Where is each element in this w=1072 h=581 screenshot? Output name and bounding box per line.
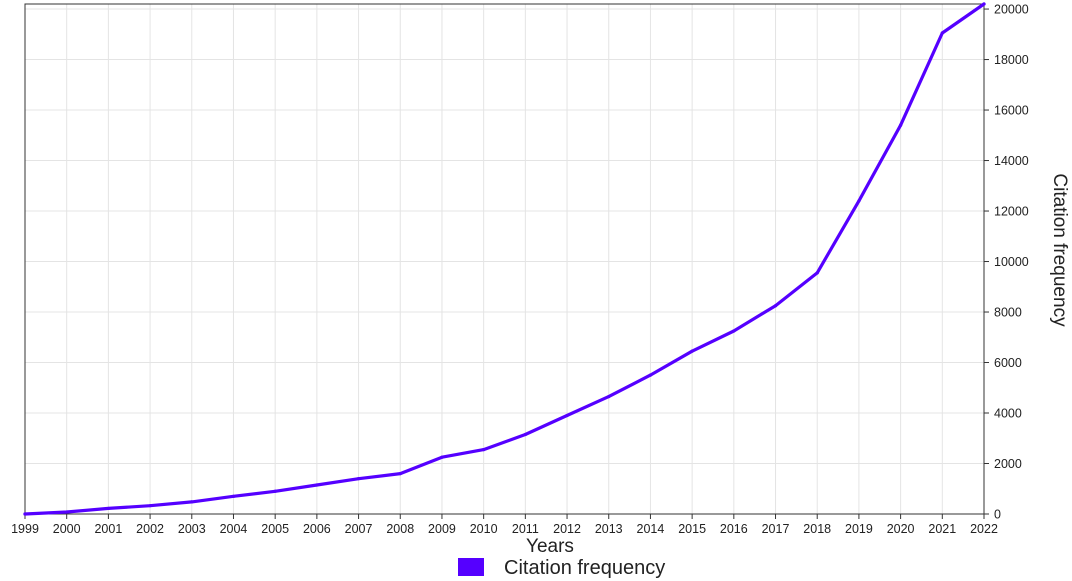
- x-tick-label: 2004: [220, 522, 248, 536]
- legend-swatch-citation-frequency: [458, 558, 484, 576]
- x-tick-label: 2009: [428, 522, 456, 536]
- x-axis-title: Years: [526, 536, 574, 557]
- y-tick-label: 2000: [994, 457, 1022, 471]
- x-tick-label: 2019: [845, 522, 873, 536]
- data-point: [899, 123, 903, 127]
- x-tick-label: 2007: [345, 522, 373, 536]
- x-tick-label: 2002: [136, 522, 164, 536]
- y-tick-label: 16000: [994, 104, 1029, 118]
- data-point: [648, 373, 653, 377]
- x-tick-label: 2005: [261, 522, 289, 536]
- y-tick-label: 10000: [994, 255, 1029, 269]
- data-point: [773, 304, 778, 308]
- y-axis-title: Citation frequency: [1049, 173, 1070, 327]
- data-point: [982, 2, 986, 6]
- x-tick-label: 2014: [637, 522, 665, 536]
- y-tick-label: 0: [994, 508, 1001, 522]
- data-point: [65, 510, 69, 514]
- data-point: [148, 504, 152, 508]
- x-tick-label: 2000: [53, 522, 81, 536]
- x-tick-label: 2018: [803, 522, 831, 536]
- x-tick-label: 2012: [553, 522, 581, 536]
- data-point: [315, 483, 319, 487]
- series-line-citation-frequency: [23, 2, 986, 516]
- legend: Citation frequency: [458, 557, 665, 579]
- data-point: [190, 500, 194, 504]
- x-tick-label: 2022: [970, 522, 998, 536]
- data-point: [273, 489, 277, 493]
- x-tick-label: 2011: [512, 522, 539, 536]
- grid-lines: [25, 4, 984, 514]
- x-tick-label: 1999: [11, 522, 39, 536]
- data-point: [857, 199, 861, 203]
- y-tick-label: 12000: [994, 205, 1029, 219]
- y-tick-label: 8000: [994, 306, 1022, 320]
- series-layer: [23, 2, 986, 516]
- x-tick-label: 2013: [595, 522, 623, 536]
- x-tick-label: 2010: [470, 522, 498, 536]
- data-point: [690, 349, 694, 353]
- data-point: [482, 448, 486, 452]
- data-point: [398, 472, 402, 476]
- data-point: [940, 31, 944, 35]
- axes: [24, 8, 989, 519]
- plot-frame: [24, 3, 985, 515]
- tick-labels: 1999 2000 2001 2002 2003 2004 2005 2006 2007 2008…: [11, 3, 1029, 536]
- data-point: [732, 329, 736, 333]
- x-tick-label: 2016: [720, 522, 748, 536]
- data-point: [440, 455, 444, 459]
- data-point: [815, 271, 819, 275]
- y-tick-label: 6000: [994, 356, 1022, 370]
- x-tick-label: 2001: [94, 522, 122, 536]
- data-point: [565, 413, 569, 418]
- x-tick-label: 2017: [762, 522, 790, 536]
- x-tick-label: 2003: [178, 522, 206, 536]
- y-tick-label: 4000: [994, 407, 1022, 421]
- data-point: [356, 477, 361, 481]
- x-tick-label: 2006: [303, 522, 331, 536]
- data-point: [106, 506, 110, 511]
- x-tick-label: 2021: [928, 522, 956, 536]
- x-tick-label: 2008: [386, 522, 414, 536]
- x-tick-label: 2015: [678, 522, 706, 536]
- legend-label: Citation frequency: [504, 557, 665, 579]
- data-point: [607, 394, 611, 399]
- y-tick-label: 18000: [994, 53, 1029, 67]
- data-point: [231, 494, 236, 498]
- data-point: [523, 432, 527, 437]
- x-tick-label: 2020: [887, 522, 915, 536]
- y-tick-label: 14000: [994, 154, 1029, 168]
- data-point: [23, 512, 27, 516]
- y-tick-label: 20000: [994, 3, 1029, 17]
